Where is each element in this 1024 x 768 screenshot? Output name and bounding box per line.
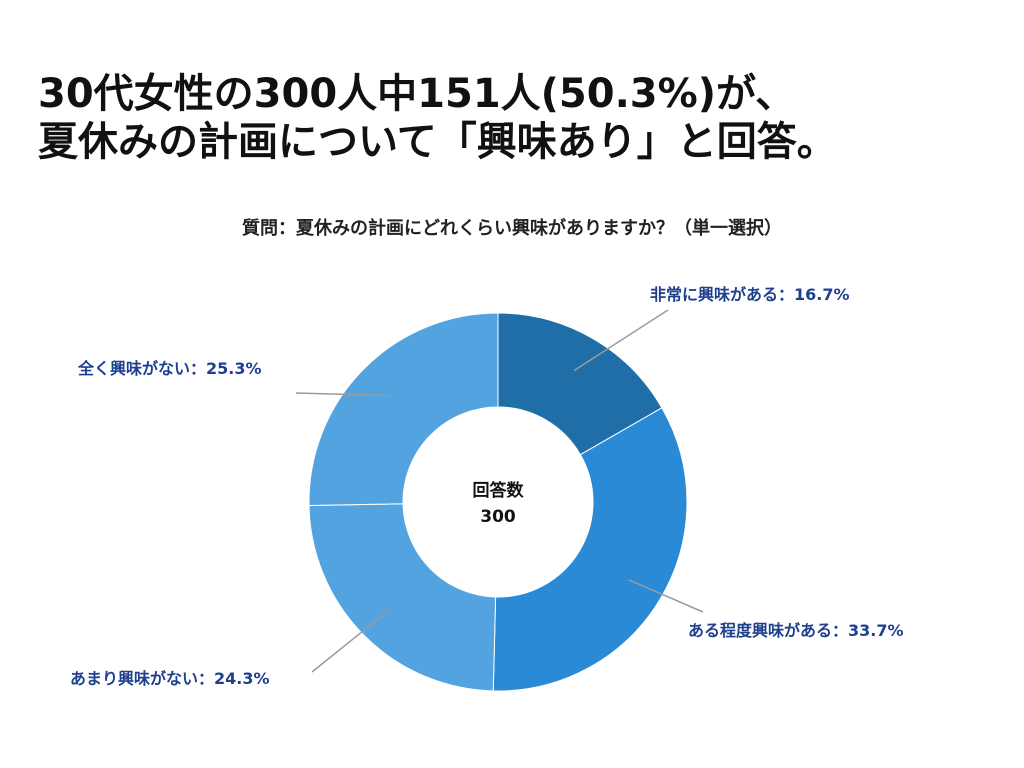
center-label: 回答数 <box>473 480 525 501</box>
slices-group <box>308 312 688 692</box>
slice-label-1: 非常に興味がある：16.7% <box>650 285 850 304</box>
slice-2 <box>492 407 688 692</box>
slice-4 <box>308 312 499 507</box>
slice-label-4: 全く興味がない：25.3% <box>77 359 262 378</box>
chart-title: 質問：夏休みの計画にどれくらい興味がありますか？（単一選択） <box>242 218 782 239</box>
slice-label-2: ある程度興味がある：33.7% <box>688 621 904 640</box>
slice-3 <box>308 503 497 692</box>
leader-line-4 <box>295 392 390 397</box>
leader-line-1 <box>573 309 669 372</box>
leader-line-3 <box>311 608 391 673</box>
headline: 30代女性の300人中151人(50.3%)が、 夏休みの計画について「興味あり… <box>38 70 998 166</box>
leader-lines-group <box>295 309 704 673</box>
center-value: 300 <box>480 507 516 527</box>
slice-1 <box>497 312 663 456</box>
labels-group: 非常に興味がある：16.7% ある程度興味がある：33.7% あまり興味がない：24… <box>70 285 904 688</box>
headline-line-2: 夏休みの計画について「興味あり」と回答。 <box>38 119 837 165</box>
slice-label-3: あまり興味がない：24.3% <box>70 669 270 688</box>
headline-line-1: 30代女性の300人中151人(50.3%)が、 <box>38 71 796 117</box>
leader-line-2 <box>628 579 704 613</box>
